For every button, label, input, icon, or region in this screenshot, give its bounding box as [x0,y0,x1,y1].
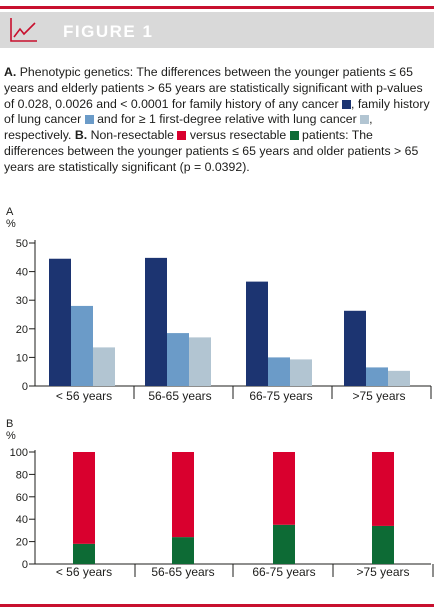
y-tick-label: 40 [16,514,28,526]
bar-segment [73,543,95,564]
caption-panel-a-label: A. [4,65,17,79]
bar [49,258,71,386]
bar [290,359,312,386]
y-axis-unit-a: % [6,218,16,230]
panel-label-b: B [6,418,13,430]
bar [344,310,366,386]
chart-line-icon [10,18,37,42]
x-tick-label: 56-65 years [148,389,211,403]
bar [189,337,211,386]
x-tick-label: < 56 years [56,565,112,579]
bar-segment [172,452,194,538]
y-tick-label: 20 [16,537,28,549]
y-axis-unit-b: % [6,430,16,442]
caption-a-text-4: , respectively. [4,112,373,143]
y-tick-label: 30 [16,295,28,307]
y-tick-label: 50 [16,238,28,250]
bar-segment [372,525,394,564]
bar [145,257,167,386]
x-tick-label: 66-75 years [252,565,315,579]
swatch-lung-cancer [84,115,94,125]
x-tick-label: >75 years [352,389,405,403]
bar [366,367,388,386]
top-rule [0,6,434,9]
bar-segment [73,452,95,544]
charts-area: A% 0 10 20 30 40 50 < 56 years 56-65 years 66-75 … [6,206,434,579]
bottom-rule [0,604,434,607]
y-tick-label: 40 [16,267,28,279]
caption-b-text-1: Non-resectable [87,128,178,143]
swatch-any-cancer [342,99,352,109]
bar [388,370,410,386]
bar [246,281,268,386]
bar [71,305,93,386]
bar [167,333,189,386]
x-tick-label: 56-65 years [151,565,214,579]
swatch-non-resectable [177,131,187,141]
caption-b-text-3: patients: The differences between the yo… [4,128,419,174]
swatch-first-degree-relative [360,115,370,125]
figure-caption: A. Phenotypic genetics: The differences … [4,65,432,176]
y-tick-label: 60 [16,492,28,504]
caption-b-text-2: versus resectable [186,128,290,143]
y-tick-label: 10 [16,352,28,364]
bar [268,357,290,386]
figure-header [0,12,434,48]
x-tick-label: >75 years [356,565,409,579]
panel-label-a: A [6,206,14,218]
caption-panel-b-label: B. [74,128,88,143]
caption-a-text-1: Phenotypic genetics: The differences bet… [4,65,423,111]
bar-segment [172,537,194,564]
caption-a-text-3: and for ≥ 1 first-degree relative with l… [93,112,361,127]
x-tick-label: < 56 years [56,389,112,403]
y-tick-label: 100 [10,447,28,459]
caption-a-text-2: , family history of lung cancer [4,96,430,127]
x-tick-label: 66-75 years [249,389,312,403]
y-tick-label: 0 [22,381,28,393]
bar [93,347,115,386]
y-tick-label: 20 [16,324,28,336]
bar-segment [273,452,295,525]
bar-segment [273,524,295,564]
y-tick-label: 80 [16,469,28,481]
y-tick-label: 0 [22,559,28,571]
bar-segment [372,452,394,526]
figure-title: FIGURE 1 [63,22,154,41]
swatch-resectable [289,131,299,141]
